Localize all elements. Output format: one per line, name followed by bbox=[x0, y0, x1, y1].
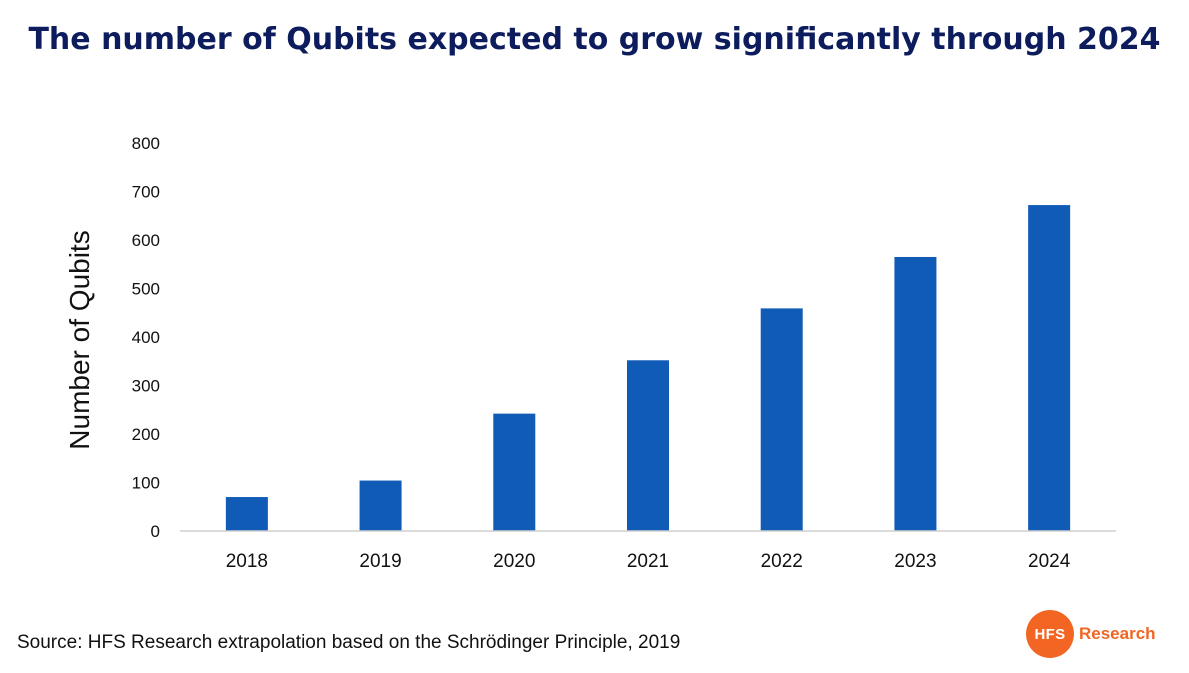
y-tick-label: 700 bbox=[132, 183, 160, 202]
bars bbox=[225, 205, 1071, 531]
x-tick-label-2020: 2020 bbox=[493, 551, 535, 572]
source-note: Source: HFS Research extrapolation based… bbox=[17, 632, 681, 653]
y-tick-label: 0 bbox=[151, 522, 160, 541]
bar-2020 bbox=[493, 413, 536, 531]
y-tick-label: 300 bbox=[132, 377, 160, 396]
bar-2022 bbox=[760, 308, 803, 531]
y-axis-label: Number of Qubits bbox=[64, 230, 95, 449]
y-tick-label: 200 bbox=[132, 425, 160, 444]
x-axis-ticks: 2018 2019 2020 2021 2022 2023 2024 bbox=[226, 551, 1071, 572]
x-tick-label-2024: 2024 bbox=[1028, 551, 1071, 572]
y-axis-ticks: 0 100 200 300 400 500 600 700 800 bbox=[132, 134, 160, 541]
y-tick-label: 800 bbox=[132, 134, 160, 153]
y-tick-label: 100 bbox=[132, 474, 160, 493]
x-tick-label-2022: 2022 bbox=[761, 551, 803, 572]
y-tick-label: 500 bbox=[132, 280, 160, 299]
x-tick-label-2019: 2019 bbox=[359, 551, 401, 572]
x-tick-label-2023: 2023 bbox=[894, 551, 936, 572]
logo-mark: HFS bbox=[1026, 610, 1074, 658]
x-tick-label-2018: 2018 bbox=[226, 551, 268, 572]
hfs-logo: HFS Research bbox=[1026, 610, 1156, 658]
bar-2021 bbox=[627, 360, 669, 531]
bar-2024 bbox=[1028, 205, 1071, 531]
y-tick-label: 400 bbox=[132, 328, 160, 347]
chart-title: The number of Qubits expected to grow si… bbox=[28, 22, 1161, 57]
x-tick-label-2021: 2021 bbox=[627, 551, 669, 572]
bar-2018 bbox=[225, 497, 268, 531]
bar-2023 bbox=[894, 256, 937, 531]
y-tick-label: 600 bbox=[132, 231, 160, 250]
logo-text: Research bbox=[1079, 624, 1156, 643]
bar-2019 bbox=[359, 480, 402, 531]
